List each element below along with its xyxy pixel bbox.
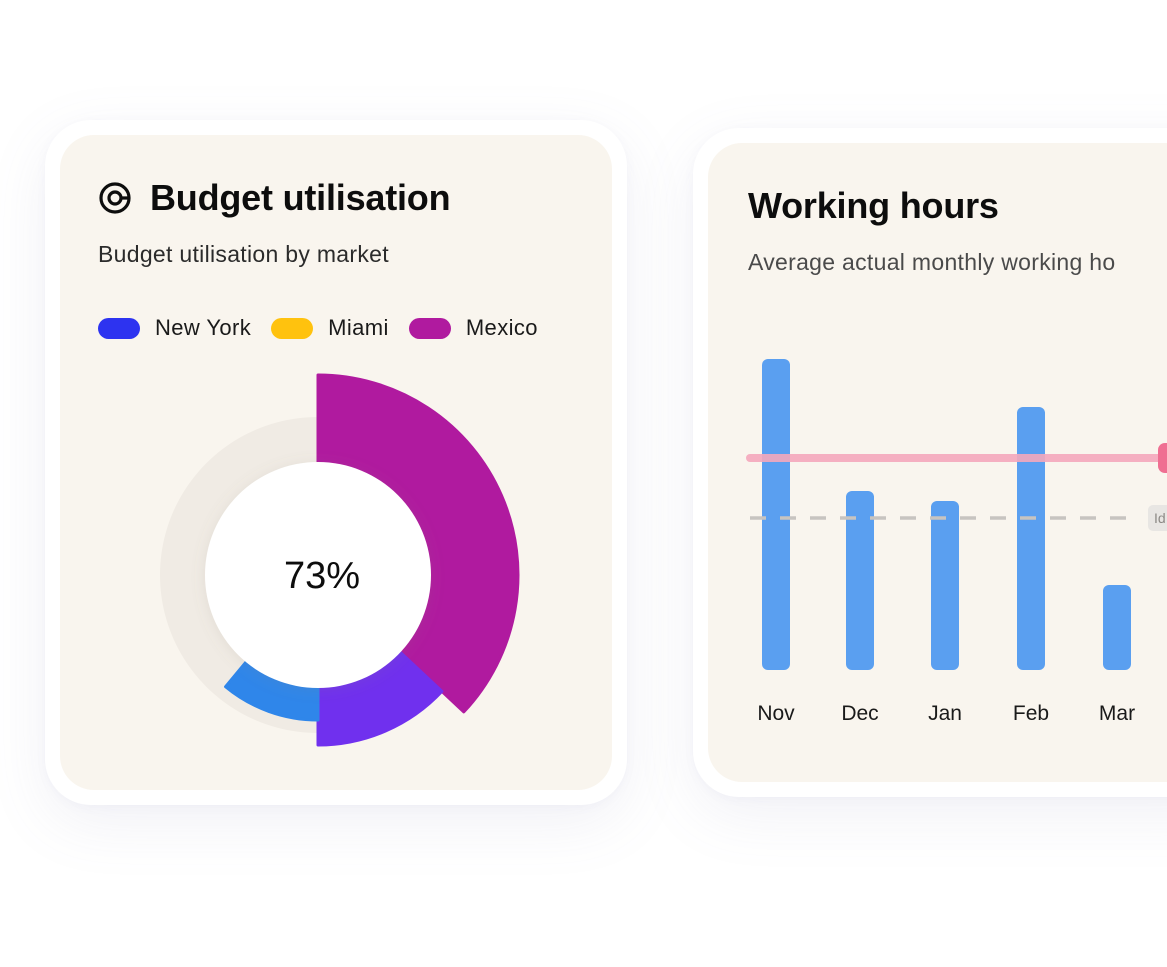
card-subtitle: Average actual monthly working ho bbox=[748, 249, 1116, 275]
card-title: Working hours bbox=[748, 185, 999, 226]
legend-label: Mexico bbox=[465, 315, 538, 340]
budget-card-body: Budget utilisation Budget utilisation by… bbox=[60, 135, 612, 790]
donut-chart: 73% bbox=[159, 373, 520, 747]
legend-label: New York bbox=[155, 315, 252, 340]
card-title: Budget utilisation bbox=[150, 177, 451, 218]
bar-dec bbox=[846, 491, 874, 670]
x-tick-label: Jan bbox=[928, 702, 962, 725]
donut-center-value: 73% bbox=[284, 555, 360, 597]
hours-card-body: Working hours Average actual monthly wor… bbox=[708, 143, 1167, 782]
legend-swatch bbox=[408, 317, 451, 339]
bar-chart: Nov Dec Jan Feb Mar Id bbox=[746, 359, 1167, 725]
bar-nov bbox=[762, 359, 790, 670]
card-subtitle: Budget utilisation by market bbox=[98, 241, 389, 267]
target-line-handle bbox=[1158, 443, 1167, 473]
legend-item-mexico: Mexico bbox=[408, 315, 538, 341]
bar-feb bbox=[1017, 407, 1045, 670]
legend-item-miami: Miami bbox=[271, 315, 389, 341]
x-tick-label: Dec bbox=[841, 702, 878, 725]
working-hours-card: Working hours Average actual monthly wor… bbox=[693, 128, 1167, 797]
chart-legend: New York Miami Mexico bbox=[98, 315, 558, 341]
average-line-badge bbox=[1148, 505, 1167, 531]
budget-utilisation-card: Budget utilisation Budget utilisation by… bbox=[45, 120, 627, 805]
x-tick-label: Mar bbox=[1099, 702, 1135, 725]
legend-swatch bbox=[271, 317, 314, 339]
legend-item-new-york: New York bbox=[98, 315, 251, 341]
bar-jan bbox=[931, 501, 959, 670]
x-tick-label: Feb bbox=[1013, 702, 1049, 725]
donut-center bbox=[205, 462, 431, 688]
average-line-label: Id bbox=[1154, 510, 1166, 526]
donut-chart-icon bbox=[99, 182, 131, 214]
legend-swatch bbox=[98, 317, 140, 339]
x-tick-label: Nov bbox=[757, 702, 795, 725]
legend-label: Miami bbox=[328, 315, 389, 340]
bar-mar bbox=[1103, 585, 1131, 670]
